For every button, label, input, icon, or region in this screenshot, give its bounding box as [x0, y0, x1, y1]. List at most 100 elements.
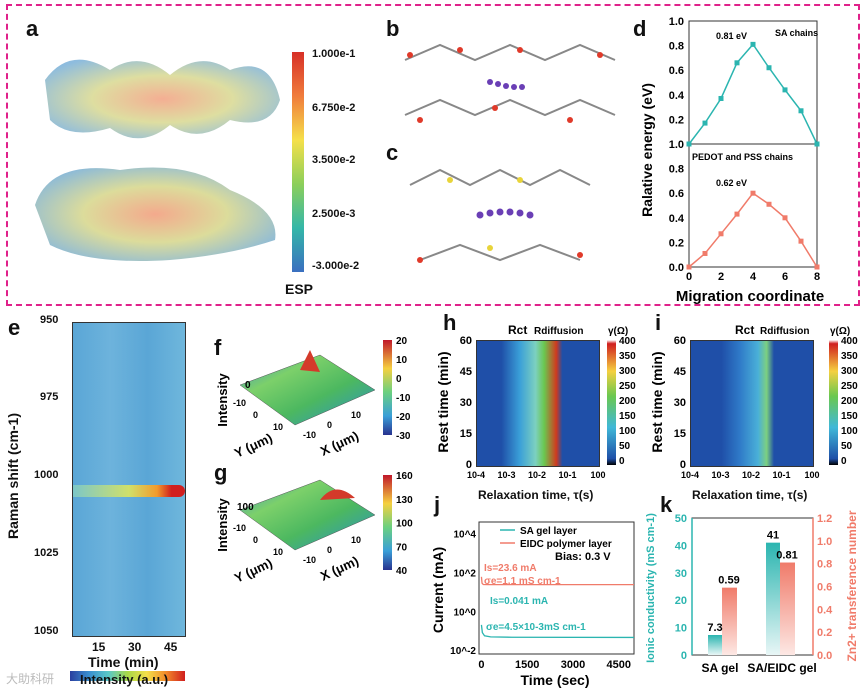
colorbar-tick: 200	[619, 396, 636, 407]
data-point	[702, 120, 708, 126]
series-label-pedot: PEDOT and PSS chains	[692, 152, 793, 162]
peak-label-sa: 0.81 eV	[716, 31, 747, 41]
watermark: 大助科研	[6, 672, 55, 686]
x-tick: 0	[686, 271, 692, 283]
y-tick: 0	[466, 459, 472, 471]
y-tick: 15	[674, 428, 686, 440]
data-point	[702, 250, 708, 256]
esp-surface-bottom	[35, 167, 276, 261]
y2-tick: 0.2	[817, 627, 832, 639]
y-tick: 45	[674, 366, 686, 378]
colorbar-tick: 250	[619, 381, 636, 392]
series-line	[688, 43, 818, 145]
data-point	[686, 141, 692, 147]
colorbar-title: γ(Ω)	[830, 326, 850, 337]
x-axis-label: Time (sec)	[521, 672, 590, 688]
colorbar-tick: -10	[396, 393, 411, 404]
esp-tick: 6.750e-2	[312, 102, 356, 114]
colorbar-tick: 400	[619, 336, 636, 347]
category-label: SA gel	[702, 661, 739, 675]
annotation-rct: Rct	[508, 323, 527, 337]
y-tick: 40	[675, 540, 687, 552]
panel-label-b: b	[386, 16, 400, 41]
y-tick: -10	[233, 398, 246, 408]
data-point	[814, 141, 820, 147]
esp-colorbar	[292, 52, 304, 272]
category-label: SA/EIDC gel	[747, 661, 816, 675]
esp-molecule-maps	[35, 59, 280, 261]
x-axis-label: Relaxation time, τ(s)	[478, 488, 594, 502]
raman-peak-band	[73, 485, 185, 497]
heatmap-h	[476, 340, 600, 467]
data-point	[734, 211, 740, 217]
y-tick: 50	[675, 513, 687, 525]
data-point	[718, 95, 724, 101]
esp-tick: 2.500e-3	[312, 208, 356, 220]
y-axis-label: Raman shift (cm-1)	[5, 412, 22, 540]
x-tick: 10-2	[528, 470, 546, 480]
x-axis-label: Migration coordinate	[676, 288, 824, 305]
plot-frame	[478, 521, 635, 655]
colorbar-tick: 130	[396, 495, 413, 506]
y2-tick: 0.8	[817, 559, 832, 571]
annotation-rdiffusion: Rdiffusion	[534, 326, 583, 337]
y-axis-label: Rest time (min)	[435, 351, 451, 452]
y-tick: 1000	[34, 469, 59, 481]
esp-tick: -3.000e-2	[312, 260, 360, 272]
x-tick: 4500	[607, 659, 631, 671]
data-point	[750, 41, 756, 47]
x-tick: 0	[327, 545, 332, 555]
bias-label: Bias: 0.3 V	[555, 551, 611, 563]
colorbar-tick: -30	[396, 431, 411, 442]
colorbar-h	[607, 340, 616, 465]
colorbar-tick: 0	[619, 456, 625, 467]
y-tick: 0	[680, 459, 686, 471]
x-tick: -10	[303, 555, 316, 565]
colorbar-tick: 0	[396, 374, 402, 385]
chart-j-current: 10^4 10^2 10^0 10^-20 1500 3000 4500 Time (sec…	[430, 521, 635, 688]
series-line	[480, 576, 634, 586]
y-tick: 0.4	[669, 213, 685, 225]
x-axis-label: Relaxation time, τ(s)	[692, 488, 808, 502]
heatmap-i	[690, 340, 814, 467]
legend-sa: SA gel layer	[520, 526, 577, 537]
annotation-rdiffusion: Rdiffusion	[760, 326, 809, 337]
colorbar-tick: 150	[619, 411, 636, 422]
y-axis-label: Ralative energy (eV)	[639, 83, 655, 217]
panel-label-g: g	[214, 460, 228, 485]
eidc-sigma-label: σe=1.1 mS cm-1	[484, 576, 561, 587]
x-tick: 10-2	[742, 470, 760, 480]
z-axis-label: Intensity	[215, 373, 230, 427]
z-tick: 100	[237, 502, 254, 513]
y-axis-label: Current (mA)	[430, 547, 446, 633]
y-tick: 45	[460, 366, 472, 378]
x-axis-label: Time (min)	[88, 654, 159, 670]
colorbar-tick: 200	[841, 396, 858, 407]
legend-eidc: EIDC polymer layer	[520, 539, 612, 550]
esp-tick: 3.500e-2	[312, 154, 356, 166]
data-point	[734, 60, 740, 66]
x-tick: 0	[478, 659, 484, 671]
y2-tick: 1.2	[817, 513, 832, 525]
x-tick: 100	[804, 470, 819, 480]
raman-heatmap	[72, 322, 186, 637]
colorbar-tick: 160	[396, 471, 413, 482]
y-tick: 0	[681, 650, 687, 662]
colorbar-tick: 100	[841, 426, 858, 437]
y-tick: 0.6	[669, 65, 684, 77]
peak-label-pedot: 0.62 eV	[716, 178, 747, 188]
x-tick: 100	[590, 470, 605, 480]
panel-label-c: c	[386, 140, 399, 165]
y-axis-label: Y (μm)	[232, 555, 275, 586]
series-label-sa: SA chains	[775, 28, 818, 38]
y-tick: 0.8	[669, 164, 684, 176]
y-tick: 10^0	[453, 607, 476, 618]
panel-label-f: f	[214, 335, 222, 360]
series-line	[688, 192, 818, 268]
y-tick: 975	[40, 391, 59, 403]
data-point	[686, 264, 692, 270]
y-tick: 0.4	[669, 90, 685, 102]
y-axis-label: Ionic conductivity (mS cm-1)	[645, 513, 657, 663]
y-tick: 1.0	[669, 16, 684, 28]
panel-label-j: j	[434, 492, 441, 517]
